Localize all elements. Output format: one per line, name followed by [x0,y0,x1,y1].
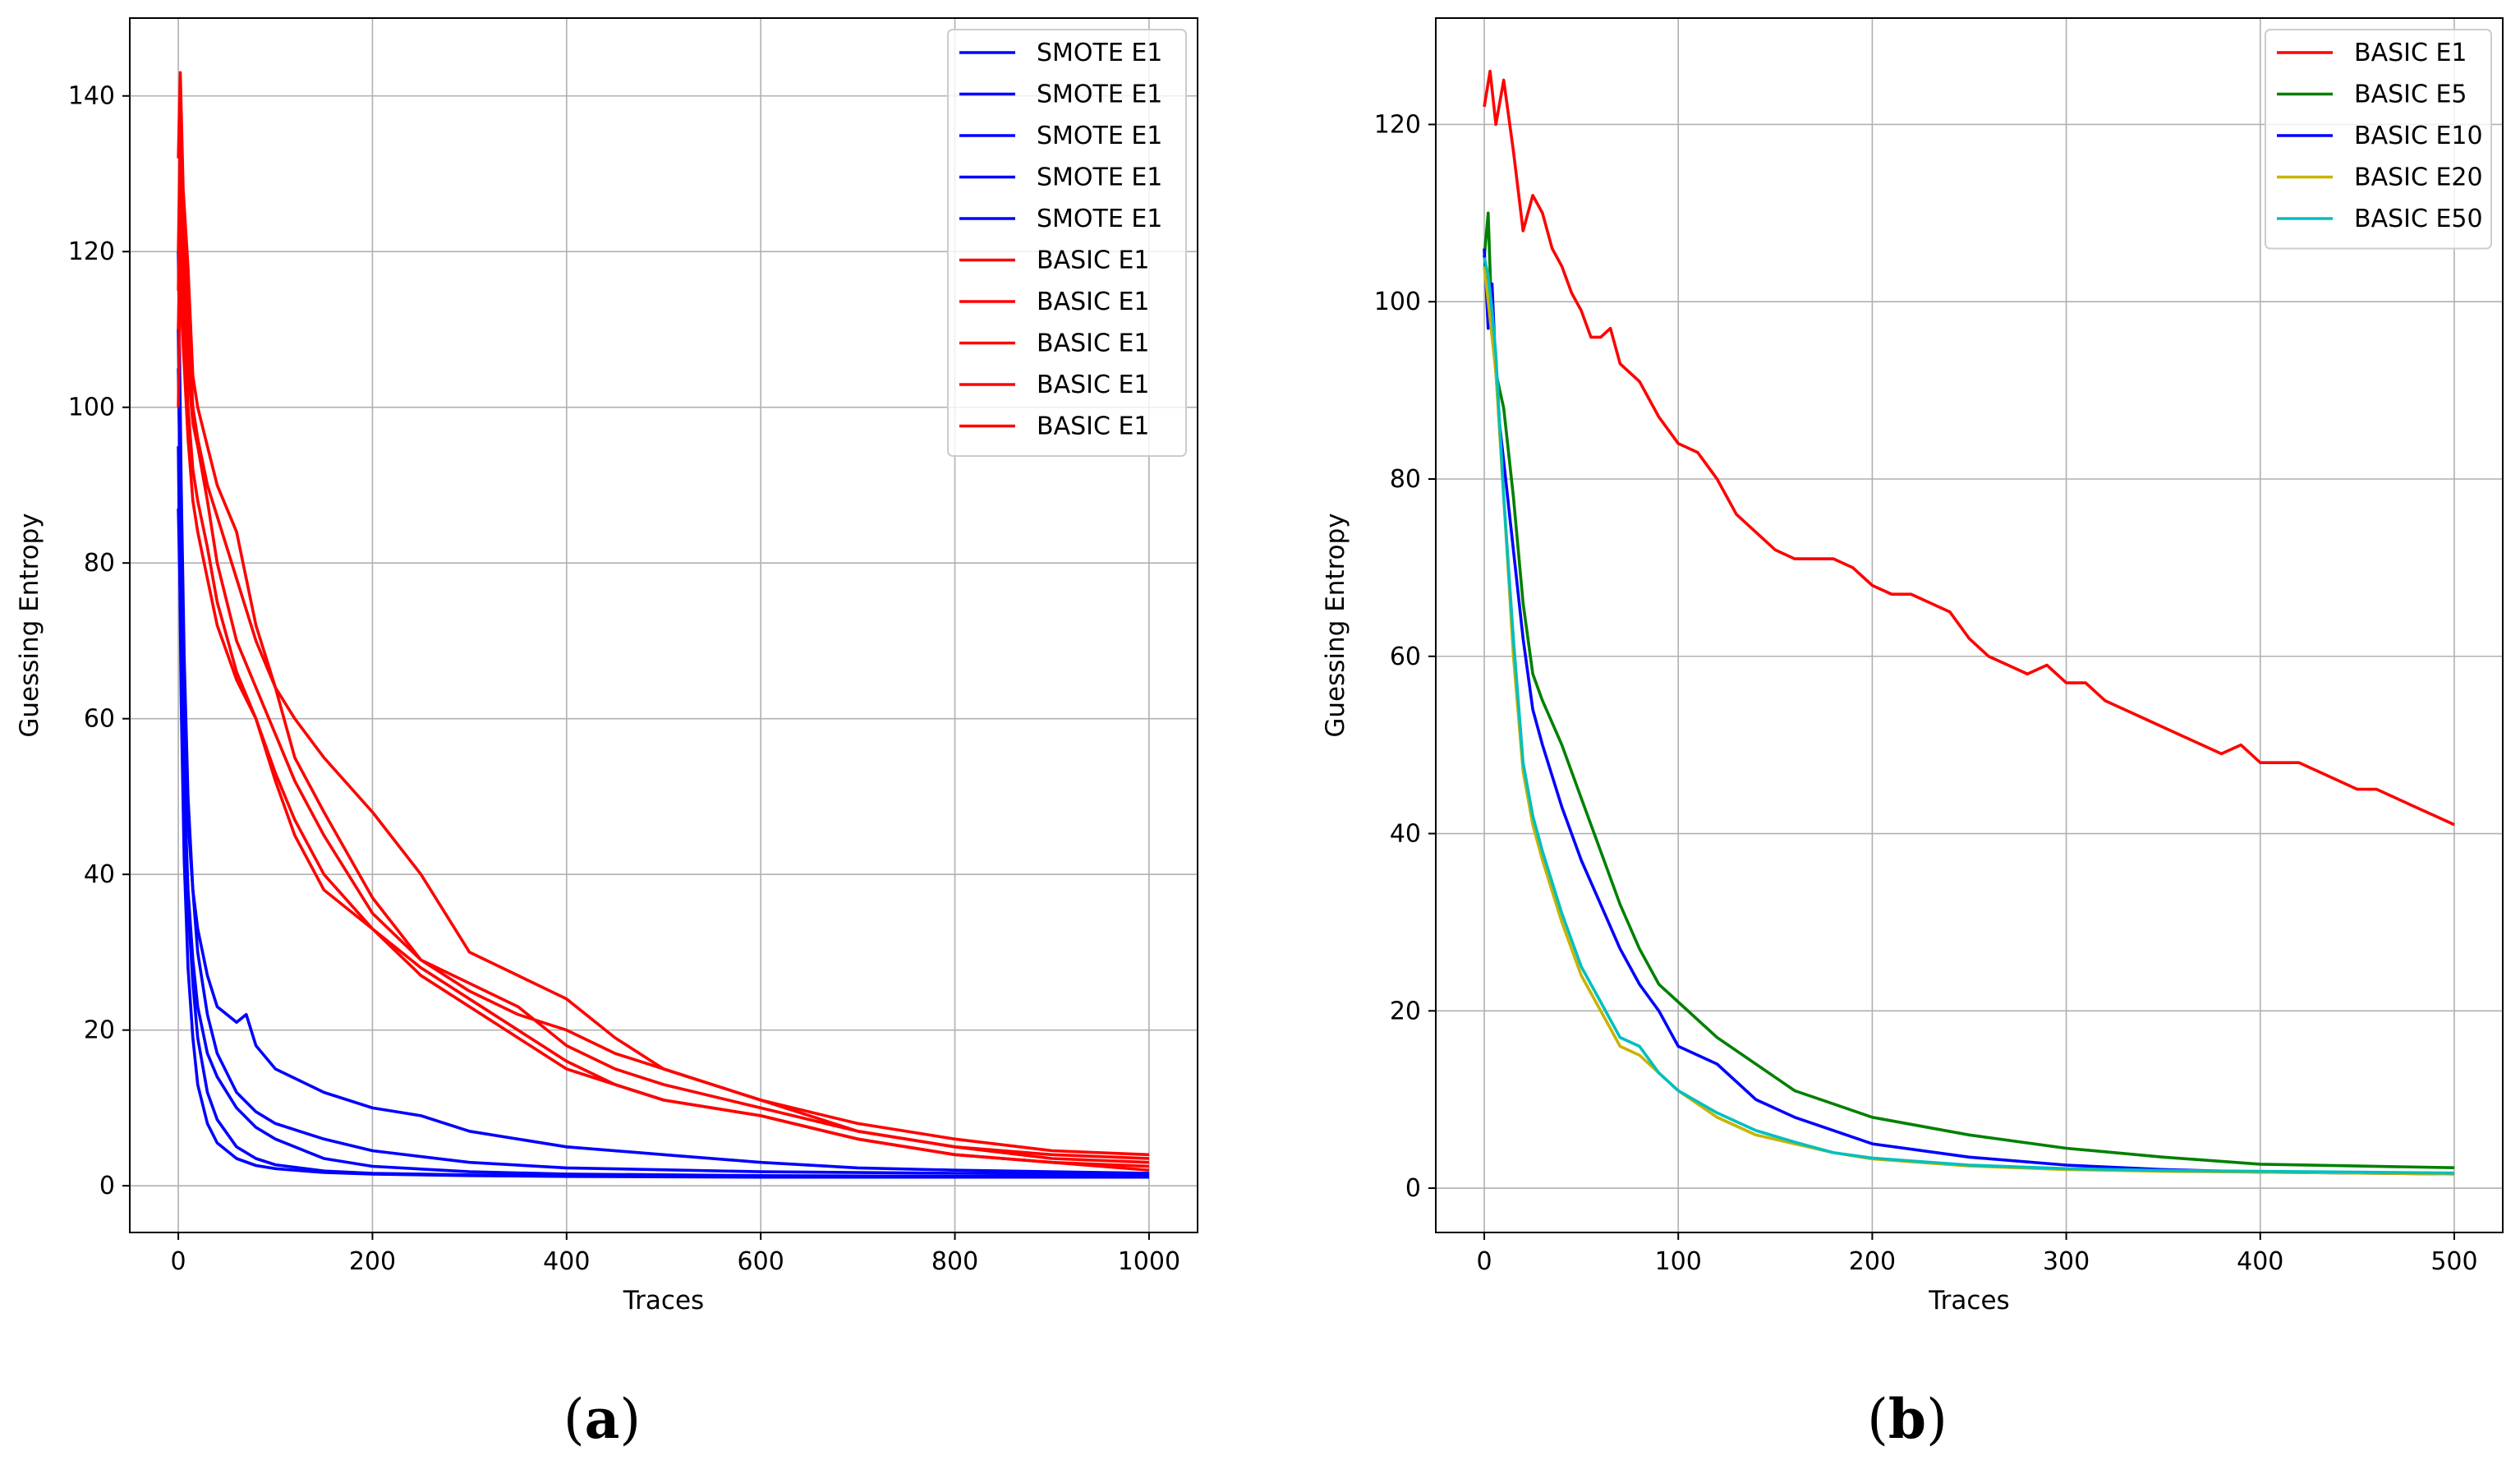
caption-open: ( [1867,1388,1888,1451]
x-tick-label: 600 [738,1247,784,1276]
x-tick-label: 400 [543,1247,590,1276]
series-line-0 [1483,69,2455,827]
caption-close: ) [1926,1388,1947,1451]
legend-entry: BASIC E10 [2354,122,2483,150]
series-line-3 [177,368,1149,1175]
x-tick-label: 500 [2430,1247,2477,1276]
x-tick-label: 0 [1476,1247,1492,1276]
y-axis-label: Guessing Entropy [1321,513,1350,737]
legend-entry: BASIC E1 [2354,39,2467,67]
legend-entry: BASIC E1 [1037,288,1150,316]
legend-entry: BASIC E1 [1037,329,1150,358]
legend: BASIC E1 BASIC E5 BASIC E10 BASIC E20 BASIC … [2265,29,2492,250]
x-tick-label: 0 [171,1247,186,1276]
y-tick-label: 100 [1374,288,1421,316]
y-tick-label: 80 [84,549,115,578]
y-tick-label: 40 [84,860,115,889]
legend-entry: BASIC E5 [2354,81,2467,109]
chart-panel-a: 0 200 400 600 800 1000 0 20 40 60 80 100 120 140 Trace… [15,17,1198,1451]
series-line-1 [1483,211,2455,1169]
series-line-7 [177,172,1149,1164]
series-line-2 [1483,248,2455,1176]
caption-letter: b [1888,1387,1926,1451]
caption-open: ( [563,1388,585,1451]
x-tick-label: 1000 [1118,1247,1180,1276]
legend-entry: SMOTE E1 [1037,205,1162,233]
series-line-4 [177,508,1149,1178]
x-tick-label: 300 [2043,1247,2090,1276]
x-tick-label: 200 [349,1247,396,1276]
y-tick-label: 80 [1390,465,1421,494]
caption-letter: a [585,1387,620,1451]
legend-entry: SMOTE E1 [1037,39,1162,67]
legend-entry: BASIC E50 [2354,205,2483,233]
y-tick-label: 60 [84,705,115,734]
y-tick-label: 100 [68,394,115,422]
x-axis-label: Traces [1928,1286,2009,1315]
y-tick-label: 120 [68,237,115,266]
y-tick-label: 20 [1390,997,1421,1025]
y-tick-label: 0 [99,1172,115,1200]
y-tick-label: 0 [1405,1174,1421,1203]
y-tick-label: 60 [1390,643,1421,671]
figure-caption: (b) [1867,1387,1947,1451]
y-axis-label: Guessing Entropy [15,513,44,737]
legend-entry: BASIC E1 [1037,412,1150,441]
x-tick-label: 100 [1655,1247,1702,1276]
y-tick-label: 120 [1374,110,1421,139]
caption-close: ) [619,1388,641,1451]
x-tick-label: 200 [1849,1247,1896,1276]
plot-frame [129,17,1198,1233]
legend: SMOTE E1 SMOTE E1 SMOTE E1 SMOTE E1 SMOTE E1… [947,29,1187,457]
legend-entry: BASIC E1 [1037,246,1150,275]
legend-entry: BASIC E1 [1037,371,1150,399]
plot-frame [1435,17,2504,1233]
x-axis-label: Traces [623,1286,704,1315]
series-group [177,71,1150,1179]
x-tick-label: 800 [931,1247,978,1276]
series-group [1483,69,2455,1176]
figure-caption: (a) [563,1387,641,1451]
chart-panel-b: 0 100 200 300 400 500 0 20 40 60 80 100 120 Traces Gue… [1321,17,2504,1451]
x-tick-label: 400 [2237,1247,2283,1276]
y-tick-label: 20 [84,1016,115,1045]
legend-entry: SMOTE E1 [1037,81,1162,109]
legend-entry: SMOTE E1 [1037,122,1162,150]
legend-box [2265,29,2492,250]
legend-entry: SMOTE E1 [1037,164,1162,192]
legend-entry: BASIC E20 [2354,164,2483,192]
series-line-9 [177,265,1150,1172]
series-line-4 [1483,256,2455,1175]
y-tick-label: 140 [68,82,115,111]
series-line-3 [1483,265,2455,1176]
y-tick-label: 40 [1390,820,1421,849]
